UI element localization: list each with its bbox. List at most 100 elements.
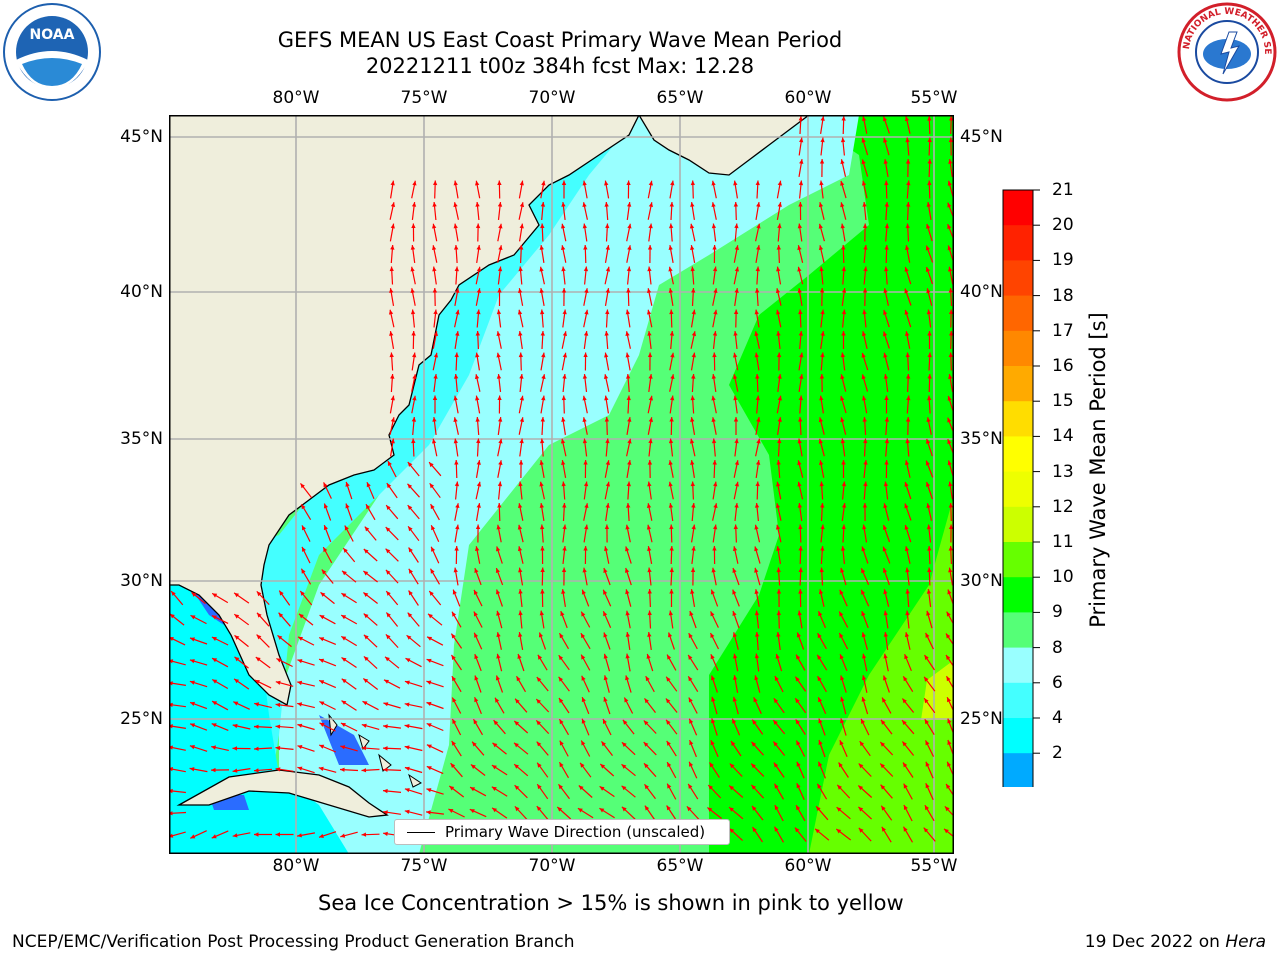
wave-arrow-head: [799, 159, 804, 164]
colorbar: [1002, 189, 1040, 787]
wave-arrow-head: [883, 352, 888, 358]
wave-arrow-head: [341, 657, 347, 662]
wave-arrow-head: [430, 504, 435, 510]
wave-arrow-head: [926, 309, 932, 315]
wave-arrow-head: [906, 202, 911, 207]
wave-arrow-head: [841, 460, 846, 465]
wave-arrow-head: [536, 806, 542, 811]
wave-arrow-head: [902, 698, 907, 704]
wave-arrow-head: [363, 678, 369, 683]
wave-arrow-head: [776, 266, 781, 272]
wave-arrow-head: [733, 675, 738, 680]
wave-arrow-head: [561, 481, 566, 487]
wave-arrow-head: [905, 417, 911, 422]
wave-arrow-head: [837, 784, 842, 790]
wave-arrow-head: [881, 805, 886, 811]
wave-arrow-head: [948, 288, 953, 293]
wave-arrow-head: [904, 309, 909, 315]
wave-arrow-head: [752, 719, 757, 725]
wave-arrow-head: [498, 245, 503, 250]
wave-arrow-head: [433, 309, 438, 315]
wave-arrow-head: [302, 525, 306, 531]
wave-arrow-head: [711, 395, 716, 401]
wave-arrow-head: [948, 374, 953, 379]
wave-arrow-head: [926, 589, 932, 594]
wave-arrow-head: [905, 352, 910, 358]
wave-arrow-head: [948, 524, 954, 529]
wave-arrow-head: [514, 764, 519, 769]
wave-arrow-head: [776, 589, 782, 594]
colorbar-tick-label: 11: [1052, 532, 1074, 552]
wave-arrow-head: [775, 524, 781, 530]
wave-arrow-head: [559, 719, 564, 725]
wave-arrow-head: [275, 745, 281, 751]
wave-arrow-head: [390, 202, 396, 207]
wave-arrow-head: [798, 546, 803, 551]
wave-arrow-head: [668, 245, 673, 250]
wave-arrow-head: [383, 702, 389, 707]
wave-arrow-head: [707, 807, 713, 812]
wave-arrow-head: [562, 309, 567, 315]
wave-arrow-head: [432, 395, 438, 400]
wave-arrow-head: [863, 481, 868, 487]
wave-arrow-head: [581, 740, 586, 746]
wave-arrow-head: [255, 657, 261, 662]
wave-arrow-head: [797, 481, 802, 487]
wave-arrow-head: [777, 395, 782, 401]
wave-arrow-head: [519, 202, 525, 208]
wave-arrow-head: [475, 202, 480, 207]
wave-arrow-head: [818, 740, 823, 745]
wave-arrow-head: [691, 309, 696, 315]
wave-arrow-head: [947, 718, 952, 724]
wave-arrow-head: [473, 719, 478, 725]
wave-arrow-head: [388, 309, 394, 315]
footer-credit: NCEP/EMC/Verification Post Processing Pr…: [12, 932, 575, 952]
wave-arrow-head: [410, 245, 416, 250]
wave-arrow-head: [321, 569, 327, 575]
wave-arrow-head: [775, 653, 780, 659]
wave-arrow-head: [232, 723, 238, 729]
wave-arrow-head: [604, 546, 609, 551]
wave-arrow-head: [862, 288, 868, 293]
wave-period-map: [169, 115, 954, 854]
wave-arrow-head: [320, 592, 326, 597]
wave-arrow-head: [798, 417, 803, 422]
wave-arrow-head: [541, 374, 546, 380]
wave-arrow-head: [861, 137, 866, 143]
wave-arrow-head: [711, 180, 716, 186]
wave-arrow-head: [669, 417, 674, 422]
wave-arrow-head: [383, 788, 388, 794]
wave-arrow-head: [819, 266, 824, 272]
wave-arrow-head: [732, 718, 737, 724]
wave-arrow-head: [189, 745, 195, 750]
wave-arrow-head: [904, 460, 910, 466]
wave-arrow-head: [603, 697, 608, 702]
wave-arrow-head: [234, 635, 240, 640]
wave-arrow-head: [605, 309, 610, 315]
colorbar-tick-label: 2: [1052, 743, 1063, 764]
wave-arrow-head: [820, 116, 825, 121]
wave-arrow-head: [386, 505, 391, 510]
wave-arrow-head: [519, 395, 524, 401]
wave-arrow-head: [667, 783, 672, 789]
wave-arrow-head: [340, 833, 346, 838]
wave-arrow-head: [754, 546, 759, 552]
wave-arrow-head: [645, 676, 650, 682]
colorbar-segment: [1003, 295, 1033, 332]
wave-arrow-head: [604, 202, 609, 207]
wave-arrow-head: [817, 654, 822, 660]
wave-arrow-head: [232, 746, 237, 751]
wave-arrow-head: [669, 589, 674, 594]
wave-arrow-head: [536, 699, 541, 704]
wave-arrow-head: [796, 783, 801, 789]
wave-arrow-head: [690, 395, 695, 401]
wave-arrow-head: [647, 288, 652, 293]
wave-arrow-head: [948, 309, 954, 315]
wave-arrow-head: [536, 720, 541, 726]
wave-arrow-head: [540, 331, 545, 336]
wave-arrow-head: [626, 481, 631, 487]
wave-arrow-head: [947, 697, 952, 703]
wave-arrow-head: [884, 266, 889, 272]
wave-arrow-head: [840, 395, 845, 401]
wave-arrow-head: [582, 438, 588, 444]
